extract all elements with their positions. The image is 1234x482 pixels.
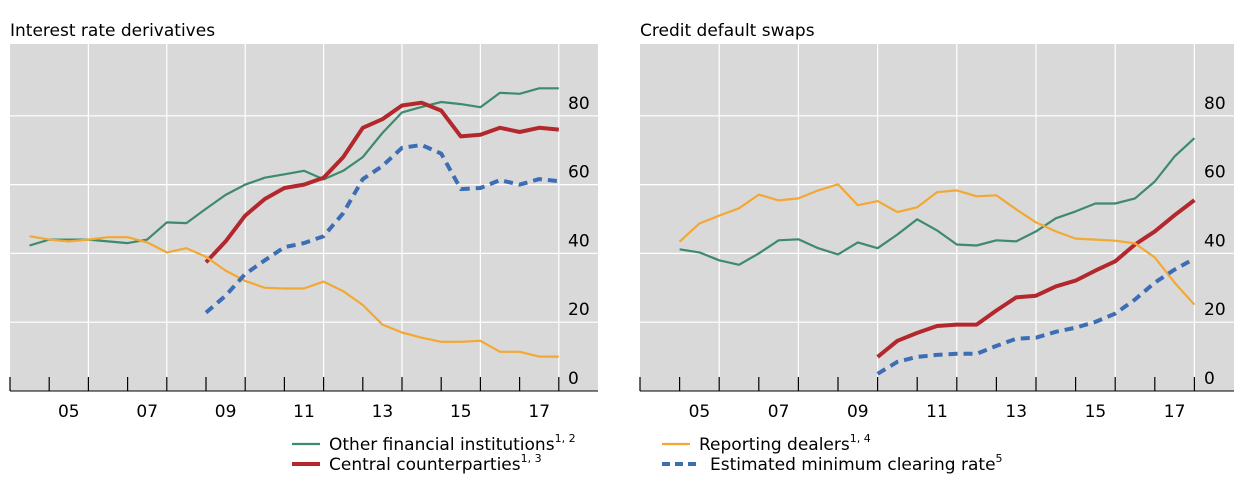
y-tick-label: 40: [568, 231, 590, 251]
series-line: [876, 256, 1196, 376]
panel-title: Interest rate derivatives: [10, 21, 215, 41]
y-tick-label: 40: [1204, 231, 1226, 251]
legend-footnote: 1, 2: [555, 432, 576, 445]
y-tick-label: 80: [568, 94, 590, 114]
series-line: [204, 143, 560, 315]
y-tick-label: 60: [568, 163, 590, 183]
x-tick-label: 15: [450, 402, 472, 422]
x-tick-label: 09: [215, 402, 237, 422]
x-tick-label: 13: [372, 402, 394, 422]
plot-area: [10, 44, 598, 391]
x-tick-label: 13: [1005, 402, 1027, 422]
legend-name: Central counterparties: [329, 455, 521, 475]
y-tick-label: 20: [568, 300, 590, 320]
x-tick-label: 05: [58, 402, 80, 422]
x-tick-label: 07: [136, 402, 158, 422]
y-tick-label: 20: [1204, 300, 1226, 320]
legend-label: Central counterparties1, 3: [329, 452, 542, 475]
x-tick-label: 11: [293, 402, 315, 422]
y-tick-label: 0: [568, 369, 579, 389]
x-tick-label: 09: [847, 402, 869, 422]
legend-name: Estimated minimum clearing rate: [710, 455, 996, 475]
legend-name: Reporting dealers: [699, 435, 850, 455]
series-line: [678, 183, 1196, 306]
legend-label: Reporting dealers1, 4: [699, 432, 871, 455]
x-tick-label: 07: [768, 402, 790, 422]
series-line: [29, 235, 559, 358]
x-tick-label: 11: [926, 402, 948, 422]
x-tick-label: 17: [528, 402, 550, 422]
legend-label: Estimated minimum clearing rate5: [710, 452, 1003, 475]
legend-footnote: 1, 3: [521, 452, 542, 465]
series-line: [204, 100, 559, 264]
plot-area: [640, 44, 1234, 391]
legend-footnote: 1, 4: [850, 432, 871, 445]
x-tick-label: 15: [1085, 402, 1107, 422]
series-line: [679, 137, 1196, 266]
y-tick-label: 60: [1204, 163, 1226, 183]
panel-title: Credit default swaps: [640, 21, 815, 41]
y-tick-label: 0: [1204, 369, 1215, 389]
legend-footnote: 5: [996, 452, 1003, 465]
x-tick-label: 17: [1164, 402, 1186, 422]
y-tick-label: 80: [1204, 94, 1226, 114]
x-tick-label: 05: [689, 402, 711, 422]
legend-label: Other financial institutions1, 2: [329, 432, 576, 455]
series-line: [29, 87, 559, 247]
series-line: [876, 198, 1196, 359]
legend-name: Other financial institutions: [329, 435, 555, 455]
